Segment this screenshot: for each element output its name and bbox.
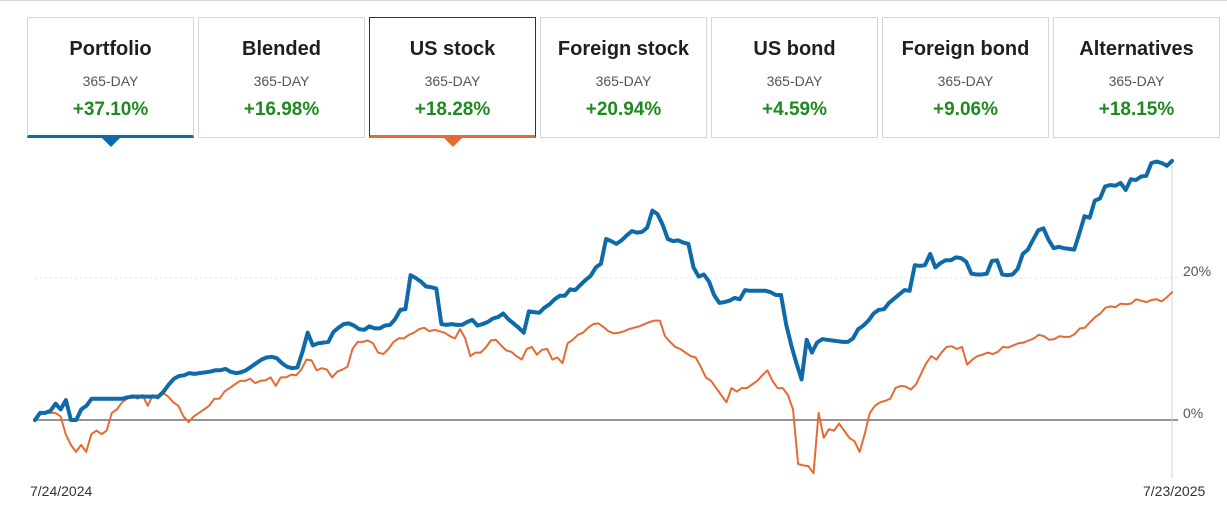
tab-blended[interactable]: Blended 365-DAY +16.98% [198,17,365,138]
tab-change: +18.15% [1098,99,1175,120]
tab-period: 365-DAY [82,73,139,89]
tab-title: US stock [409,38,496,60]
tab-period: 365-DAY [595,73,652,89]
tab-period: 365-DAY [1108,73,1165,89]
tab-foreign-stock[interactable]: Foreign stock 365-DAY +20.94% [540,17,707,138]
asset-class-tabs: Portfolio 365-DAY +37.10% Blended 365-DAY +16… [27,17,1221,147]
selected-tab-pointer-icon [100,137,121,147]
tab-period: 365-DAY [766,73,823,89]
tab-change: +18.28% [414,99,491,120]
tab-change: +4.59% [762,99,827,120]
tab-foreign-bond[interactable]: Foreign bond 365-DAY +9.06% [882,17,1049,138]
x-start-label: 7/24/2024 [30,483,93,499]
tab-change: +16.98% [243,99,320,120]
tab-title: Blended [242,38,321,60]
tab-title: Foreign bond [901,38,1030,60]
top-rule [0,0,1227,1]
tab-title: Alternatives [1079,38,1194,60]
x-end-label: 7/23/2025 [1143,483,1206,499]
tab-period: 365-DAY [253,73,310,89]
tab-title: US bond [753,38,836,60]
tab-portfolio[interactable]: Portfolio 365-DAY +37.10% [27,17,194,147]
tab-change: +9.06% [933,99,998,120]
y-tick-label: 20% [1183,263,1211,279]
selected-tab-pointer-icon [442,137,463,147]
tab-change: +37.10% [72,99,149,120]
tab-period: 365-DAY [424,73,481,89]
tab-us-stock[interactable]: US stock 365-DAY +18.28% [369,17,536,147]
tab-title: Foreign stock [557,38,690,60]
series-line-us-stock [34,291,1173,475]
y-tick-label: 0% [1183,405,1203,421]
tab-title: Portfolio [69,38,152,60]
tab-us-bond[interactable]: US bond 365-DAY +4.59% [711,17,878,138]
series-line-portfolio [33,158,1174,422]
tab-change: +20.94% [585,99,662,120]
tab-alternatives[interactable]: Alternatives 365-DAY +18.15% [1053,17,1220,138]
tab-period: 365-DAY [937,73,994,89]
